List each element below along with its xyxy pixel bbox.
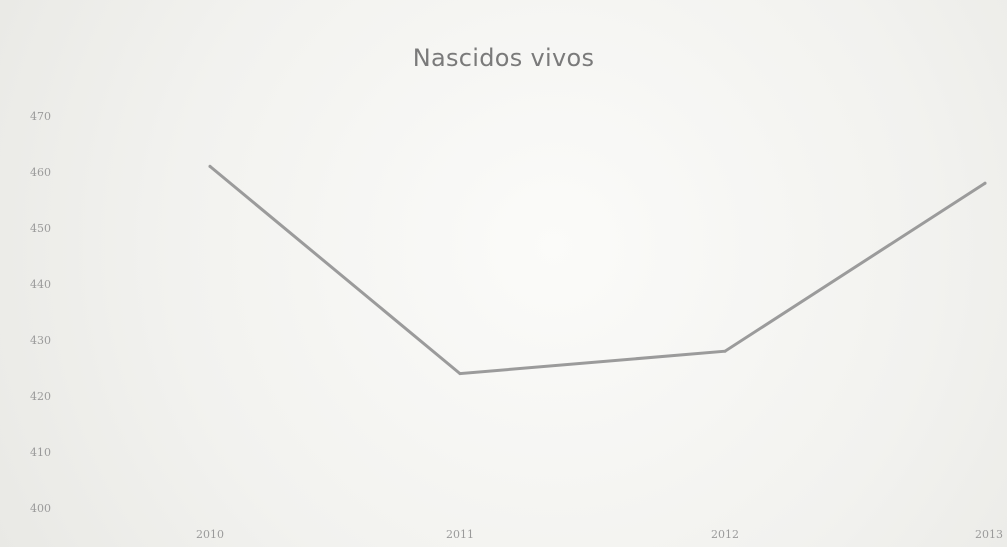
x-tick-label: 2012 <box>711 528 739 541</box>
data-point <box>458 372 462 376</box>
y-tick-label: 400 <box>30 502 51 515</box>
data-point <box>208 164 212 168</box>
y-tick-label: 460 <box>30 166 51 179</box>
x-tick-label: 2011 <box>446 528 474 541</box>
chart-title: Nascidos vivos <box>412 44 595 72</box>
data-point <box>983 181 987 185</box>
y-tick-label: 430 <box>30 334 51 347</box>
y-tick-label: 450 <box>30 222 51 235</box>
x-tick-label: 2010 <box>196 528 224 541</box>
x-tick-label: 2013 <box>975 528 1003 541</box>
series-line <box>208 164 987 376</box>
y-tick-label: 470 <box>30 110 51 123</box>
y-tick-label: 440 <box>30 278 51 291</box>
y-tick-label: 420 <box>30 390 51 403</box>
y-tick-label: 410 <box>30 446 51 459</box>
data-point <box>723 349 727 353</box>
